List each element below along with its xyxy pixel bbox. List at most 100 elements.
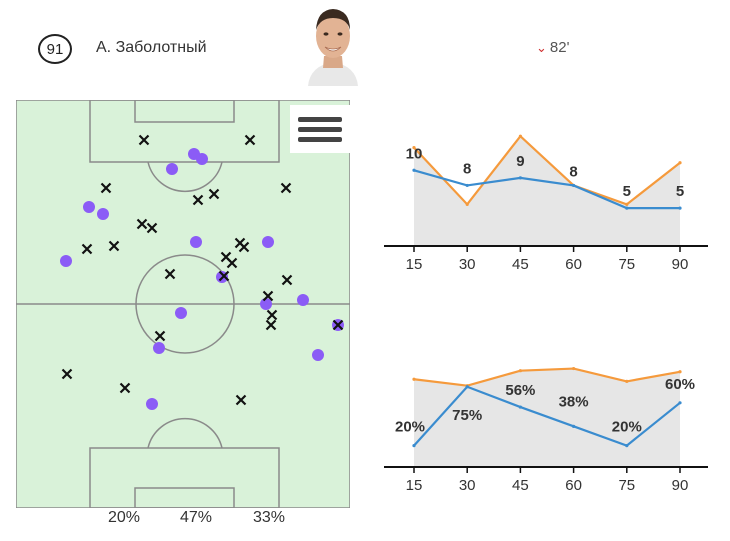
pitch-event-dot bbox=[97, 208, 109, 220]
pitch-event-cross bbox=[266, 309, 278, 321]
series-point-2 bbox=[518, 405, 522, 409]
series-point-1 bbox=[625, 379, 629, 383]
data-label: 75% bbox=[452, 407, 482, 424]
menu-button[interactable] bbox=[290, 105, 350, 153]
pitch-event-dot bbox=[83, 201, 95, 213]
pitch-event-cross bbox=[81, 243, 93, 255]
pitch-event-dot bbox=[196, 153, 208, 165]
pitch-event-dot bbox=[166, 163, 178, 175]
series-point-2 bbox=[678, 401, 682, 405]
data-label: 60% bbox=[665, 376, 695, 393]
series-point-2 bbox=[412, 444, 416, 448]
series-point-2 bbox=[625, 444, 629, 448]
chart-actions-by-interval: 10 8 9 8 5 5 15 30 45 60 75 90 bbox=[384, 134, 708, 273]
pitch-event-cross bbox=[332, 319, 344, 331]
pitch-event-cross bbox=[100, 182, 112, 194]
series-line-2 bbox=[413, 169, 680, 210]
chart-area-fill bbox=[414, 136, 680, 246]
data-label: 5 bbox=[623, 183, 631, 200]
pitch-event-dot bbox=[190, 236, 202, 248]
series-point-2 bbox=[572, 424, 576, 428]
pitch-event-dot bbox=[60, 255, 72, 267]
pitch-event-cross bbox=[235, 394, 247, 406]
data-label: 8 bbox=[569, 163, 577, 180]
data-label: 5 bbox=[676, 183, 684, 200]
data-label: 20% bbox=[612, 419, 642, 436]
pitch-event-cross bbox=[138, 134, 150, 146]
x-axis-tick-label: 75 bbox=[618, 477, 635, 490]
data-label: 8 bbox=[463, 160, 471, 177]
pitch-event-cross bbox=[108, 240, 120, 252]
x-axis-tick-label: 30 bbox=[459, 256, 476, 273]
series-point-2 bbox=[518, 176, 522, 180]
series-point-1 bbox=[572, 366, 576, 371]
pitch-event-cross bbox=[154, 330, 166, 342]
pitch-event-dot bbox=[312, 349, 324, 361]
pitch-event-cross bbox=[146, 222, 158, 234]
data-label: 10 bbox=[406, 145, 423, 162]
pitch-event-dot bbox=[297, 294, 309, 306]
player-number-badge: 91 bbox=[38, 34, 72, 64]
pitch-event-dot bbox=[260, 298, 272, 310]
pitch-event-cross bbox=[238, 241, 250, 253]
data-label: 56% bbox=[505, 382, 535, 399]
x-axis-tick-label: 15 bbox=[406, 256, 423, 273]
substitution-indicator: ⌄ 82' bbox=[536, 39, 569, 56]
series-point-1 bbox=[412, 377, 416, 381]
zone-right-share: 33% bbox=[253, 509, 286, 526]
data-label: 38% bbox=[559, 393, 589, 410]
series-point-1 bbox=[518, 134, 522, 138]
series-line-1 bbox=[413, 134, 681, 207]
menu-icon-bar bbox=[298, 116, 342, 122]
x-axis-tick-label: 45 bbox=[512, 477, 529, 490]
series-point-1 bbox=[625, 202, 629, 206]
series-point-2 bbox=[465, 183, 469, 188]
pitch-event-cross bbox=[136, 218, 148, 230]
pitch-event-cross bbox=[192, 194, 204, 206]
menu-icon-bar bbox=[298, 126, 342, 132]
pitch-map bbox=[16, 100, 350, 508]
series-point-1 bbox=[412, 145, 416, 150]
substitution-minute: 82' bbox=[549, 39, 570, 56]
pitch-event-cross bbox=[262, 290, 274, 302]
pitch-event-cross bbox=[226, 257, 238, 269]
zone-left-share: 20% bbox=[108, 509, 141, 526]
series-point-1 bbox=[678, 161, 682, 165]
pitch-event-dot bbox=[262, 236, 274, 248]
zone-center-share: 47% bbox=[180, 509, 213, 526]
series-point-2 bbox=[412, 168, 416, 172]
series-line-1 bbox=[413, 367, 681, 387]
x-axis-tick-label: 45 bbox=[512, 256, 529, 273]
series-point-1 bbox=[678, 370, 682, 374]
chevron-down-icon: ⌄ bbox=[536, 39, 547, 55]
series-line-2 bbox=[413, 385, 681, 447]
pitch-event-cross bbox=[61, 368, 73, 380]
series-point-2 bbox=[678, 206, 682, 210]
pitch-event-dot bbox=[153, 342, 165, 354]
x-axis-tick-label: 60 bbox=[565, 477, 582, 490]
data-label: 20% bbox=[395, 419, 425, 436]
pitch-event-cross bbox=[218, 270, 230, 282]
pitch-event-cross bbox=[281, 274, 293, 286]
x-axis-tick-label: 30 bbox=[459, 477, 476, 490]
data-label: 9 bbox=[516, 153, 524, 170]
x-axis-tick-label: 90 bbox=[672, 477, 689, 490]
pitch-event-cross bbox=[265, 319, 277, 331]
pitch-event-cross bbox=[208, 188, 220, 200]
series-point-2 bbox=[625, 206, 629, 210]
series-point-1 bbox=[465, 202, 469, 206]
player-avatar bbox=[302, 0, 364, 86]
x-axis-tick-label: 60 bbox=[565, 256, 582, 273]
x-axis-tick-label: 75 bbox=[618, 256, 635, 273]
x-axis-tick-label: 90 bbox=[672, 256, 689, 273]
pitch-event-cross bbox=[164, 268, 176, 280]
menu-icon-bar bbox=[298, 136, 342, 142]
pitch-event-cross bbox=[119, 382, 131, 394]
pitch-event-dot bbox=[146, 398, 158, 410]
pitch-event-dot bbox=[175, 307, 187, 319]
series-point-2 bbox=[572, 183, 576, 188]
player-name: А. Заболотный bbox=[96, 39, 207, 56]
player-number: 91 bbox=[46, 40, 64, 58]
x-axis-tick-label: 15 bbox=[406, 477, 423, 490]
series-point-2 bbox=[465, 385, 469, 389]
